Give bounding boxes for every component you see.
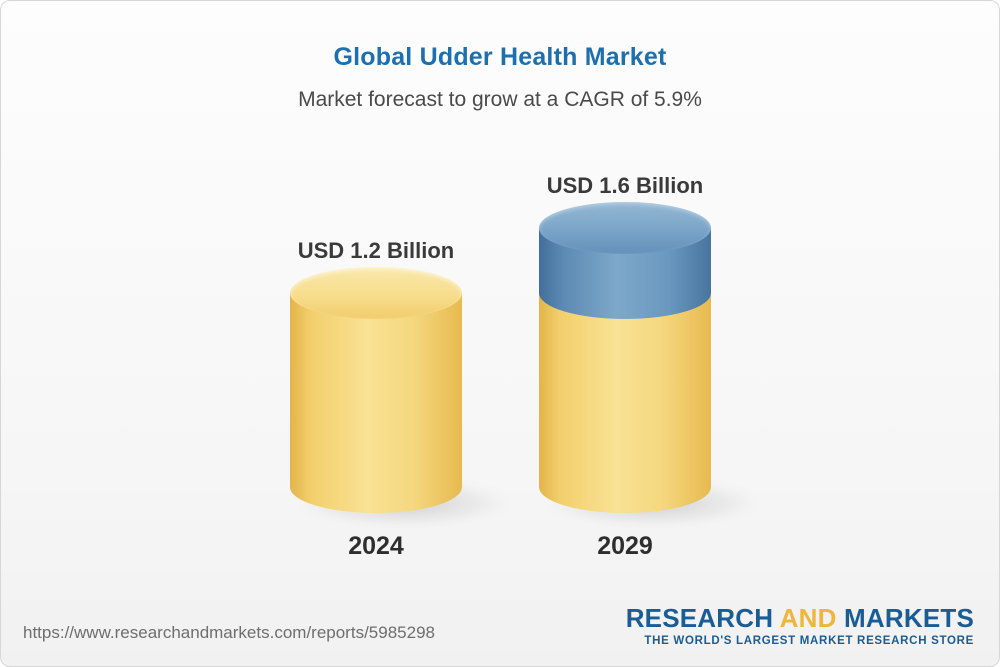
- logo-wordmark: RESEARCH AND MARKETS: [626, 604, 974, 632]
- bar-2029-category-label: 2029: [597, 532, 653, 560]
- logo-word-research: RESEARCH: [625, 603, 774, 633]
- logo-word-and: AND: [779, 603, 837, 633]
- bar-2029-base-segment: [539, 292, 711, 513]
- researchandmarkets-logo: RESEARCH AND MARKETS THE WORLD'S LARGEST…: [626, 604, 974, 647]
- report-url-link[interactable]: https://www.researchandmarkets.com/repor…: [23, 623, 435, 642]
- logo-word-markets: MARKETS: [844, 603, 974, 633]
- page-subtitle: Market forecast to grow at a CAGR of 5.9…: [298, 88, 702, 111]
- bar-2024-cylinder-body: [290, 292, 462, 513]
- bar-2024-category-label: 2024: [348, 532, 404, 560]
- bar-2024-cylinder-top: [290, 266, 462, 319]
- logo-tagline: THE WORLD'S LARGEST MARKET RESEARCH STOR…: [644, 635, 974, 647]
- bar-2024-value-label: USD 1.2 Billion: [297, 237, 455, 263]
- page-title: Global Udder Health Market: [333, 43, 667, 71]
- bar-2029-value-label: USD 1.6 Billion: [546, 172, 704, 198]
- bar-2029-cylinder-top: [539, 201, 711, 254]
